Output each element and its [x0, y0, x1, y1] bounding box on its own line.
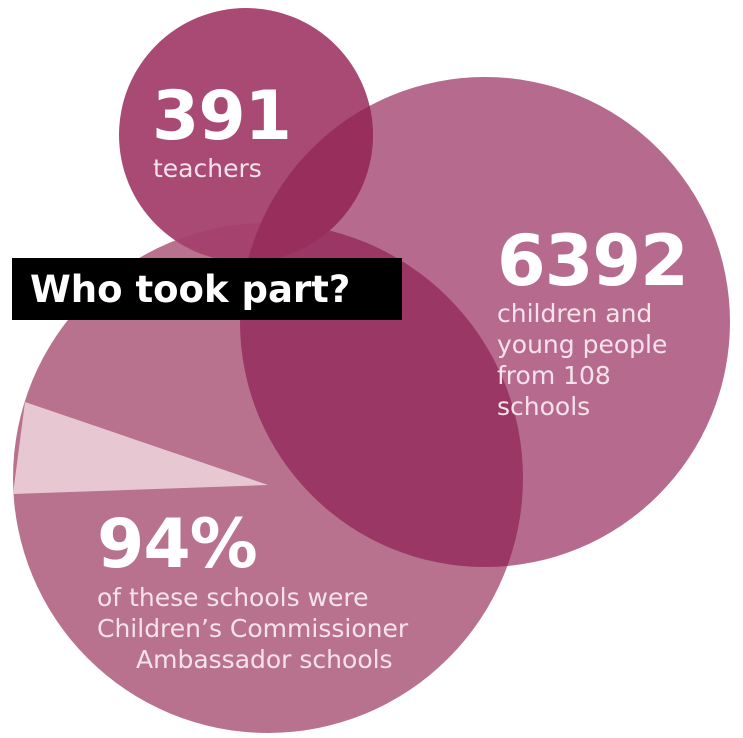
children-caption-line: schools	[497, 392, 591, 421]
section-title-text: Who took part?	[30, 267, 351, 311]
ambassador-caption-line: Ambassador schools	[136, 645, 393, 674]
section-title: Who took part?	[12, 258, 402, 320]
ambassador-caption-line: of these schools were	[97, 583, 369, 612]
teachers-count: 391	[152, 77, 292, 156]
children-count: 6392	[497, 220, 689, 302]
ambassador-percentage: 94%	[97, 505, 258, 584]
teachers-label: teachers	[153, 154, 262, 183]
pie-slice-non-ambassador	[13, 402, 268, 494]
children-caption-line: from 108	[497, 361, 611, 390]
ambassador-caption-line: Children’s Commissioner	[97, 614, 409, 643]
children-caption-line: young people	[497, 330, 668, 359]
children-caption-line: children and	[497, 299, 653, 328]
